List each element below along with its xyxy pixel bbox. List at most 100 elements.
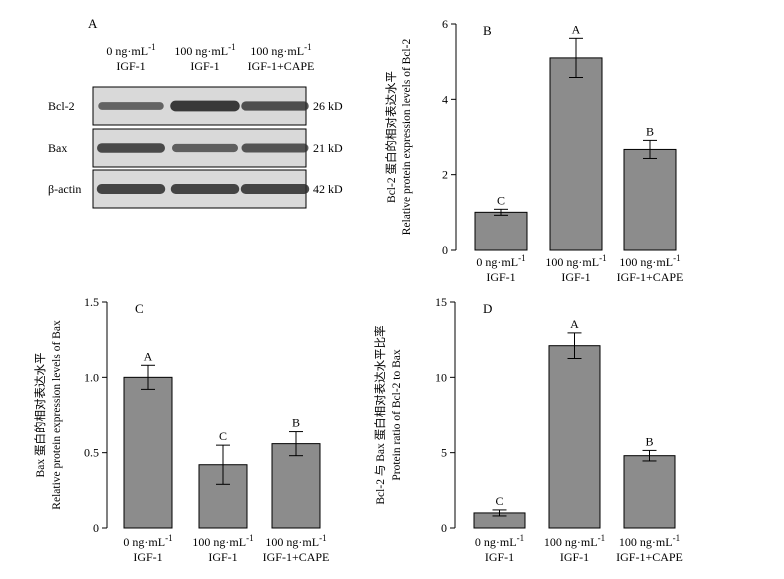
significance-letter: A (570, 317, 579, 331)
y-tick-label: 0.5 (84, 446, 99, 460)
bar-3 (271, 443, 321, 529)
y-tick-label: 1.0 (84, 370, 99, 384)
lane-label-1-superscript: -1 (148, 42, 156, 52)
y-tick-label: 6 (442, 17, 448, 31)
significance-letter: B (645, 434, 653, 448)
y-axis-title-cn: Bax 蛋白的相对表达水平 (33, 353, 47, 478)
significance-letter: A (572, 22, 581, 36)
lane-label-3-line1: 100 ng·mL-1 (250, 42, 311, 58)
bar-3 (623, 148, 677, 251)
lane-label-2-line2: IGF-1 (190, 59, 219, 73)
band-lane-1 (96, 184, 166, 194)
bar-3 (623, 455, 676, 529)
category-label-2-unit: 100 ng·mL (192, 535, 246, 549)
category-label-2-line1: 100 ng·mL-1 (192, 533, 253, 549)
band-lane-1 (97, 143, 165, 153)
y-tick-label: 0 (441, 521, 447, 535)
category-label-2-unit: 100 ng·mL (545, 255, 599, 269)
category-label-2-superscript: -1 (246, 533, 254, 543)
size-label: 42 kD (313, 182, 343, 196)
category-label-3-unit: 100 ng·mL (265, 535, 319, 549)
y-tick-label: 0 (93, 521, 99, 535)
significance-letter: C (497, 193, 505, 207)
category-label-3-superscript: -1 (673, 253, 681, 263)
lane-label-3-unit: 100 ng·mL (250, 44, 304, 58)
category-label-1-superscript: -1 (165, 533, 173, 543)
y-tick-label: 15 (435, 295, 447, 309)
lane-label-1-line1: 0 ng·mL-1 (106, 42, 155, 58)
category-label-2-line1: 100 ng·mL-1 (545, 253, 606, 269)
category-label-2-superscript: -1 (599, 253, 607, 263)
category-label-2-unit: 100 ng·mL (544, 535, 598, 549)
category-label-2-superscript: -1 (598, 533, 606, 543)
band-lane-2 (170, 100, 240, 112)
bar-2 (549, 57, 603, 251)
category-label-2-line1: 100 ng·mL-1 (544, 533, 605, 549)
y-tick-label: 5 (441, 446, 447, 460)
protein-label: β-actin (48, 182, 81, 196)
y-axis-title-cn: Bcl-2 蛋白的相对表达水平 (384, 71, 398, 203)
y-axis-title-cn: Bcl-2 与 Bax 蛋白相对表达水平比率 (373, 325, 387, 504)
blot-rows: Bcl-2 26 kD Bax 21 kD β-actin 42 kD (48, 86, 343, 209)
panel-letter-d: D (483, 301, 492, 316)
y-tick-label: 10 (435, 370, 447, 384)
category-label-1-unit: 0 ng·mL (476, 255, 518, 269)
band-lane-2 (172, 143, 238, 153)
significance-letter: B (292, 416, 300, 430)
y-axis-title-en: Protein ratio of Bcl-2 to Bax (391, 349, 403, 481)
category-label-2-line2: IGF-1 (560, 550, 589, 564)
band-lane-3 (241, 101, 309, 111)
category-label-1-line2: IGF-1 (133, 550, 162, 564)
category-label-1-unit: 0 ng·mL (123, 535, 165, 549)
category-label-1-line1: 0 ng·mL-1 (476, 253, 525, 269)
category-label-3-line1: 100 ng·mL-1 (265, 533, 326, 549)
lane-label-2-unit: 100 ng·mL (174, 44, 228, 58)
category-label-1-line2: IGF-1 (485, 550, 514, 564)
category-label-1-superscript: -1 (518, 253, 526, 263)
blot-row-1: Bcl-2 26 kD (48, 86, 343, 126)
bar-1 (474, 211, 528, 251)
category-label-2-line2: IGF-1 (561, 270, 590, 284)
band-lane-3 (240, 184, 310, 194)
category-label-3-line2: IGF-1+CAPE (616, 550, 683, 564)
band-lane-2 (170, 184, 240, 194)
category-label-3-line2: IGF-1+CAPE (617, 270, 684, 284)
bar-2 (548, 345, 601, 529)
category-label-3-superscript: -1 (319, 533, 327, 543)
blot-row-2: Bax 21 kD (48, 128, 343, 168)
significance-letter: B (646, 124, 654, 138)
significance-letter: C (495, 494, 503, 508)
category-label-3-superscript: -1 (673, 533, 681, 543)
category-label-3-unit: 100 ng·mL (619, 535, 673, 549)
size-label: 21 kD (313, 141, 343, 155)
category-label-2-line2: IGF-1 (208, 550, 237, 564)
protein-label: Bcl-2 (48, 99, 75, 113)
blot-row-3: β-actin 42 kD (48, 169, 343, 209)
lane-label-1-unit: 0 ng·mL (106, 44, 148, 58)
y-tick-label: 1.5 (84, 295, 99, 309)
category-label-1-superscript: -1 (517, 533, 525, 543)
lane-label-3-line2: IGF-1+CAPE (248, 59, 315, 73)
significance-letter: C (219, 429, 227, 443)
lane-label-2-superscript: -1 (228, 42, 236, 52)
protein-label: Bax (48, 141, 67, 155)
category-label-3-line2: IGF-1+CAPE (263, 550, 330, 564)
significance-letter: A (144, 349, 153, 363)
category-label-3-unit: 100 ng·mL (619, 255, 673, 269)
y-axis-title-en: Relative protein expression levels of Bc… (401, 39, 413, 236)
band-lane-1 (98, 102, 164, 110)
category-label-1-unit: 0 ng·mL (475, 535, 517, 549)
category-label-3-line1: 100 ng·mL-1 (619, 533, 680, 549)
panel-letter-b: B (483, 23, 492, 38)
lane-label-2-line1: 100 ng·mL-1 (174, 42, 235, 58)
y-tick-label: 0 (442, 243, 448, 257)
bar-1 (123, 376, 173, 529)
lane-label-1-line2: IGF-1 (116, 59, 145, 73)
y-axis-title-en: Relative protein expression levels of Ba… (51, 320, 63, 510)
size-label: 26 kD (313, 99, 343, 113)
